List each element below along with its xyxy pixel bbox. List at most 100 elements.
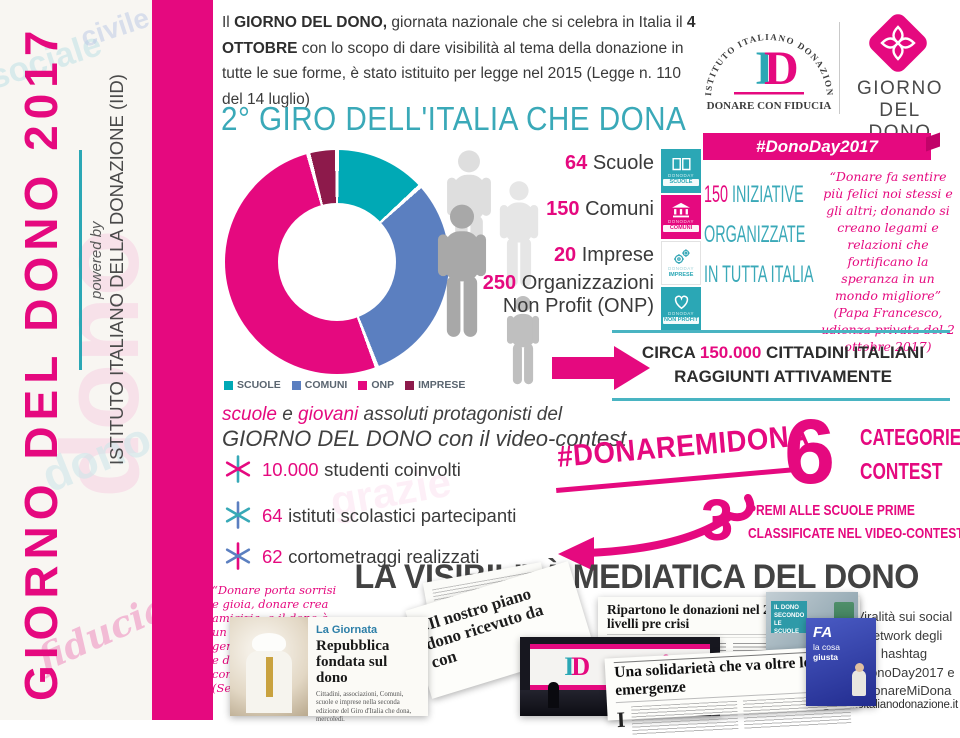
poster-title: GIORNO DEL DONO 2017 — [15, 24, 67, 701]
stat-label: Scuole — [592, 152, 654, 174]
drop-cap: I — [616, 706, 626, 733]
legend-item: SCUOLE — [224, 379, 281, 391]
intro-text: e — [276, 404, 299, 425]
badge-comuni: DONODAY COMUNI — [661, 195, 701, 239]
badge-label: COMUNI — [662, 225, 700, 232]
iid-logo: ISTITUTO ITALIANO DONAZIONE I D DONARE C… — [696, 0, 838, 132]
badge-brand: DONODAY — [668, 265, 694, 271]
quote-source: (Papa Francesco, udienza privata del 2 o… — [821, 305, 955, 354]
badge-label: SCUOLE — [662, 178, 700, 186]
powered-by-label: powered by — [88, 221, 105, 299]
tv-title-line2: la cosa — [813, 642, 840, 652]
legend-swatch — [291, 380, 301, 390]
iid-letter-i: I — [564, 652, 574, 681]
stat-onp-line1: 250 Organizzazioni — [452, 272, 654, 295]
bullet-label: istituti scolastici partecipanti — [288, 505, 517, 526]
newspaper-clipping-la-giornata: La Giornata Repubblica fondata sul dono … — [230, 617, 428, 723]
premi-label2: CLASSIFICATE NEL VIDEO-CONTEST — [748, 525, 960, 542]
chart-legend: SCUOLE COMUNI ONP IMPRESE — [224, 379, 465, 391]
gdd-knot-icon — [880, 25, 916, 61]
stat-imprese: 20 Imprese — [452, 244, 654, 267]
intro-text: con lo scopo di dare visibilità al tema … — [222, 39, 684, 108]
logo-divider — [839, 22, 840, 114]
legend-label: SCUOLE — [237, 379, 281, 391]
bullet-studenti: 10.000 studenti coinvolti — [262, 459, 461, 481]
iid-logo-graphic: ISTITUTO ITALIANO DONAZIONE I D DONARE C… — [696, 0, 833, 112]
intro-text: Il — [222, 14, 235, 31]
stat-value: 250 — [482, 272, 517, 294]
categorie-number: 6 — [784, 401, 836, 503]
badge-imprese: DONODAY IMPRESE — [661, 241, 701, 285]
social-line: #DonoDay2017 e — [853, 664, 955, 680]
asterisk-icon — [225, 542, 251, 570]
badge-non-profit: DONODAY NON PROFIT — [661, 287, 701, 331]
badge-scuole: DONODAY SCUOLE — [661, 149, 701, 193]
legend-swatch — [358, 380, 368, 390]
book-icon — [671, 157, 691, 170]
divider-line — [612, 330, 950, 333]
intro-text: con il video-contest — [431, 426, 627, 451]
donoday-banner: #DonoDay2017 — [703, 133, 931, 160]
gears-icon — [673, 248, 690, 264]
sidebar-background: sociale civile dono fiducia dono — [0, 0, 152, 720]
categorie-label2: CONTEST — [860, 458, 943, 484]
clipping-headline: Repubblica fondata sul dono — [316, 638, 390, 687]
badge-label: NON PROFIT — [662, 317, 700, 324]
social-line: #DonareMiDona — [856, 683, 952, 698]
badge-brand: DONODAY — [668, 172, 694, 178]
iniziative-line3: IN TUTTA ITALIA — [704, 261, 814, 288]
legend-item: IMPRESE — [405, 379, 465, 391]
categorie-label1: CATEGORIE — [860, 424, 960, 450]
tv-title-line3: giusta — [813, 652, 839, 662]
stat-label: Organizzazioni — [521, 272, 654, 294]
bullet-label: cortometraggi realizzati — [288, 546, 480, 567]
iid-letter-d: D — [764, 42, 799, 95]
iid-underline — [734, 92, 804, 95]
intro-text: giornata nazionale che si celebra in Ita… — [387, 14, 687, 31]
intro-text: assoluti protagonisti del — [358, 404, 563, 425]
stat-onp: 250 Organizzazioni Non Profit (ONP) — [452, 272, 654, 318]
quote-text: “Donare fa sentire più felici noi stessi… — [823, 169, 953, 303]
stat-comuni: 150 Comuni — [452, 198, 654, 221]
contest-intro-line1: scuole e giovani assoluti protagonisti d… — [222, 404, 562, 426]
stat-value: 150 — [546, 198, 580, 220]
social-virality-note: Viralità sui social network degli hashta… — [851, 608, 957, 701]
iniziative-number: 150 — [704, 181, 729, 208]
highlight-word: scuole — [222, 404, 277, 425]
badge-brand: DONODAY — [668, 219, 694, 224]
section-heading-giro: 2° GIRO DELL'ITALIA CHE DONA — [221, 100, 687, 137]
iid-letter-i: I — [755, 42, 774, 95]
sidebar-divider — [79, 150, 82, 370]
tv-screenshot-fa: FA la cosa giusta — [806, 618, 876, 706]
pink-accent-bar — [152, 0, 213, 720]
legend-swatch — [224, 380, 233, 390]
stat-value: 64 — [565, 152, 588, 174]
papa-francesco-quote: “Donare fa sentire più felici noi stessi… — [818, 168, 958, 355]
giorno-del-dono-logo: GIORNO DEL DONO — [848, 10, 952, 143]
newsprint-lines — [607, 634, 851, 639]
photo-shape — [266, 657, 273, 697]
asterisk-icon — [225, 455, 251, 483]
gdd-wordmark-line1: GIORNO — [856, 78, 944, 99]
highlight-word: giovani — [298, 404, 359, 425]
bank-icon — [672, 202, 690, 218]
reach-number: 150.000 — [699, 343, 762, 362]
bullet-cortometraggi: 62 cortometraggi realizzati — [262, 546, 479, 568]
iniziative-line2: ORGANIZZATE — [704, 221, 806, 248]
tv-caption-box: IL DONO SECONDO LE SCUOLE — [771, 601, 807, 635]
contest-intro-line2: GIORNO DEL DONO con il video-contest — [222, 426, 626, 452]
legend-label: COMUNI — [304, 379, 348, 391]
legend-item: COMUNI — [291, 379, 348, 391]
badge-label: IMPRESE — [668, 271, 694, 278]
iid-tagline: DONARE CON FIDUCIA — [707, 100, 832, 112]
pope-photo — [230, 617, 308, 716]
premi-number: 3 — [701, 488, 734, 553]
legend-label: ONP — [371, 379, 395, 391]
clipping-text-column: La Giornata Repubblica fondata sul dono … — [308, 617, 428, 723]
iniziative-word: INIZIATIVE — [728, 181, 804, 208]
legend-label: IMPRESE — [418, 379, 466, 391]
iniziative-line1: 150 INIZIATIVE — [704, 181, 804, 209]
stage-iid-logo: ID — [564, 652, 590, 682]
iid-letter-d: D — [571, 652, 590, 681]
bullet-istituti: 64 istituti scolastici partecipanti — [262, 505, 516, 527]
